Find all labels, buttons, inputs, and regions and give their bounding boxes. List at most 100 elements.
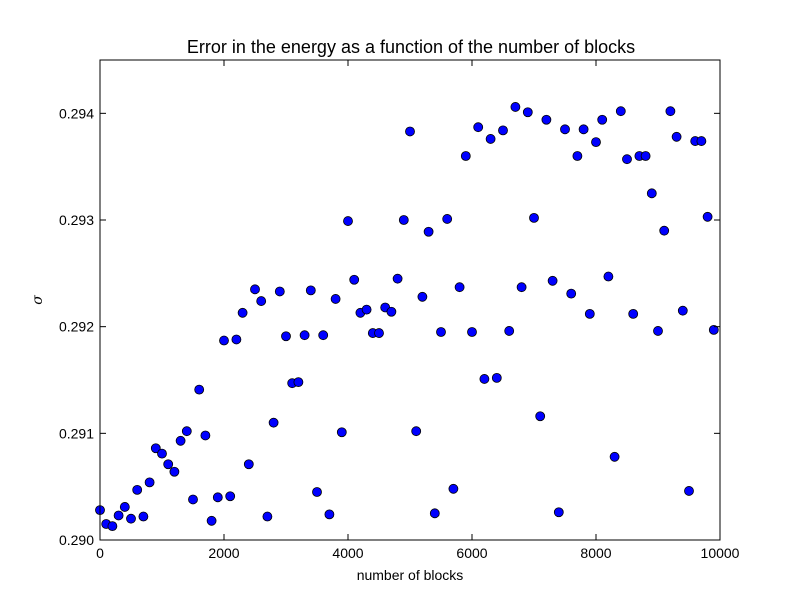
data-point xyxy=(640,151,651,161)
data-point xyxy=(516,282,527,293)
data-point xyxy=(169,466,180,477)
data-point xyxy=(411,426,422,437)
data-point xyxy=(708,324,719,335)
data-point xyxy=(163,459,174,470)
data-point xyxy=(274,286,285,297)
data-point xyxy=(200,430,211,441)
data-point xyxy=(262,511,273,522)
x-tick-label: 10000 xyxy=(701,545,740,561)
data-point xyxy=(479,374,490,384)
y-axis-ticks: 0.290 0.291 0.292 0.293 0.294 xyxy=(59,105,720,548)
data-point xyxy=(684,486,694,496)
data-point xyxy=(603,271,614,282)
data-point xyxy=(312,487,322,497)
data-point xyxy=(578,124,589,135)
data-point xyxy=(175,435,186,446)
x-tick-label: 6000 xyxy=(456,545,487,561)
plot-frame xyxy=(99,59,721,541)
data-point xyxy=(671,131,682,142)
data-point xyxy=(584,308,595,319)
data-point xyxy=(243,459,254,470)
y-tick-label: 0.293 xyxy=(59,212,94,228)
data-point xyxy=(398,215,409,225)
data-point xyxy=(529,212,539,223)
data-point xyxy=(460,151,471,161)
data-point xyxy=(132,484,143,495)
data-point xyxy=(324,509,335,520)
data-point xyxy=(330,294,341,304)
data-point xyxy=(343,216,353,226)
data-point xyxy=(349,274,360,285)
data-point xyxy=(491,372,502,383)
data-point xyxy=(653,326,663,336)
data-points xyxy=(95,102,719,532)
y-tick-label: 0.292 xyxy=(59,319,94,335)
data-point xyxy=(696,136,707,146)
data-point xyxy=(237,307,248,318)
data-point xyxy=(646,188,657,199)
y-tick-label: 0.294 xyxy=(59,105,94,121)
data-point xyxy=(194,384,205,395)
data-point xyxy=(405,126,415,137)
data-point xyxy=(318,330,329,341)
data-point xyxy=(392,273,403,284)
data-point xyxy=(597,114,608,125)
data-point xyxy=(485,134,496,144)
data-point xyxy=(299,330,310,341)
data-point xyxy=(522,107,533,118)
data-point xyxy=(206,515,217,526)
y-tick-label: 0.290 xyxy=(59,532,94,548)
data-point xyxy=(126,513,136,524)
data-point xyxy=(144,477,155,488)
data-point xyxy=(429,508,440,519)
data-point xyxy=(138,511,149,522)
data-point xyxy=(628,308,639,319)
data-point xyxy=(454,282,465,293)
data-point xyxy=(361,304,372,315)
data-point xyxy=(442,214,453,224)
x-tick-label: 0 xyxy=(96,545,104,561)
y-axis-label: σ xyxy=(30,295,46,305)
data-point xyxy=(212,492,223,503)
data-point xyxy=(535,411,546,422)
data-point xyxy=(547,275,558,286)
x-axis-ticks: 0 2000 4000 6000 8000 10000 xyxy=(96,60,740,561)
data-point xyxy=(119,502,130,512)
data-point xyxy=(560,124,570,135)
data-point xyxy=(498,125,508,136)
data-point xyxy=(572,151,583,161)
x-tick-label: 4000 xyxy=(332,545,363,561)
data-point xyxy=(609,451,620,462)
data-point xyxy=(188,494,198,505)
data-point xyxy=(436,327,446,337)
data-point xyxy=(181,426,192,437)
data-point xyxy=(386,306,397,317)
data-point xyxy=(423,226,434,237)
data-point xyxy=(256,296,267,306)
data-point xyxy=(677,305,688,316)
data-point xyxy=(566,288,577,299)
data-point xyxy=(473,122,484,133)
data-point xyxy=(268,417,279,428)
data-point xyxy=(622,154,632,165)
y-tick-label: 0.291 xyxy=(59,425,94,441)
data-point xyxy=(541,114,552,125)
data-point xyxy=(467,327,477,337)
data-point xyxy=(615,106,626,117)
data-point xyxy=(591,137,601,148)
data-point xyxy=(374,328,384,338)
data-point xyxy=(107,521,118,532)
data-point xyxy=(219,335,229,346)
data-point xyxy=(150,443,161,454)
data-point xyxy=(281,331,291,342)
data-point xyxy=(659,225,670,236)
data-point xyxy=(231,334,242,345)
data-point xyxy=(293,377,304,388)
data-point xyxy=(157,448,167,459)
data-point xyxy=(504,326,515,336)
data-point xyxy=(510,102,521,112)
chart-title: Error in the energy as a function of the… xyxy=(187,37,635,57)
data-point xyxy=(665,106,676,117)
x-tick-label: 2000 xyxy=(208,545,239,561)
